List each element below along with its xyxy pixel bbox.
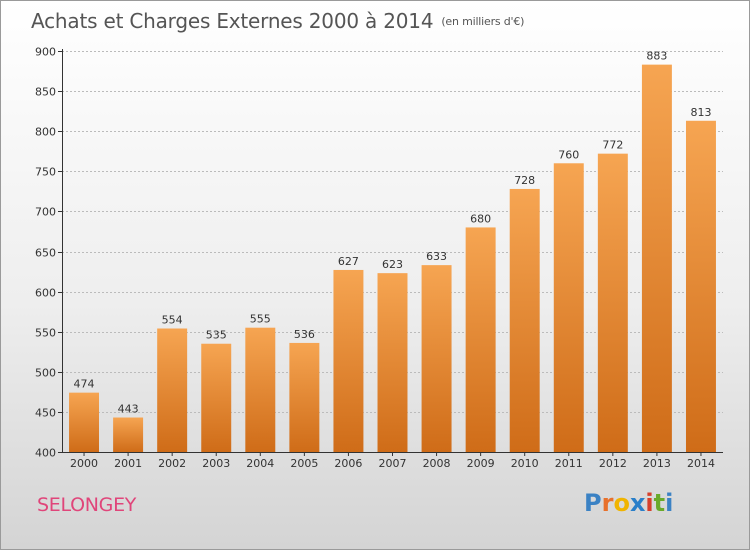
brand-letter: r bbox=[601, 489, 614, 517]
bars bbox=[69, 64, 716, 453]
bar bbox=[201, 343, 232, 452]
y-tick-label: 500 bbox=[35, 367, 56, 380]
chart-unit-label: (en milliers d'€) bbox=[441, 15, 525, 28]
x-tick-label: 2008 bbox=[423, 457, 451, 470]
commune-name: SELONGEY bbox=[37, 494, 137, 516]
y-tick-label: 850 bbox=[35, 86, 56, 99]
x-tick-label: 2005 bbox=[290, 457, 318, 470]
y-tick-label: 700 bbox=[35, 206, 56, 219]
x-tick-label: 2011 bbox=[555, 457, 583, 470]
bar-value-label: 627 bbox=[338, 255, 359, 268]
y-tick-label: 550 bbox=[35, 327, 56, 340]
bar-value-label: 633 bbox=[426, 250, 447, 263]
bar bbox=[509, 188, 540, 452]
bar bbox=[289, 342, 320, 452]
bar bbox=[69, 392, 100, 452]
bar-value-label: 555 bbox=[250, 313, 271, 326]
brand-logo: Proxiti bbox=[584, 489, 673, 517]
x-tick-label: 2010 bbox=[511, 457, 539, 470]
chart-title-text: Achats et Charges Externes 2000 à 2014 bbox=[31, 9, 434, 33]
bar bbox=[245, 327, 276, 452]
bar-value-label: 772 bbox=[602, 139, 623, 152]
brand-letter: x bbox=[629, 489, 646, 517]
x-tick-label: 2012 bbox=[599, 457, 627, 470]
bar bbox=[157, 328, 188, 452]
bar-value-label: 554 bbox=[162, 313, 183, 326]
y-tick-label: 750 bbox=[35, 166, 56, 179]
brand-letter: i bbox=[645, 489, 654, 517]
brand-letter: P bbox=[584, 489, 602, 517]
bar-value-label: 536 bbox=[294, 328, 315, 341]
bar-value-label: 760 bbox=[558, 148, 579, 161]
x-tick-label: 2007 bbox=[379, 457, 407, 470]
bar bbox=[333, 269, 364, 452]
bar-value-label: 680 bbox=[470, 212, 491, 225]
bar-value-label: 623 bbox=[382, 258, 403, 271]
y-tick-label: 450 bbox=[35, 407, 56, 420]
brand-letter: o bbox=[613, 489, 630, 517]
bar bbox=[421, 265, 452, 452]
x-tick-label: 2000 bbox=[70, 457, 98, 470]
bar-value-label: 535 bbox=[206, 329, 227, 342]
chart-title: Achats et Charges Externes 2000 à 2014 (e… bbox=[31, 9, 524, 33]
bar bbox=[113, 417, 144, 452]
bar bbox=[685, 120, 716, 453]
bar-value-label: 443 bbox=[118, 403, 139, 416]
data-labels: 474 443 554 535 555 536 627 623 633 680 728 760 772 8… bbox=[74, 50, 712, 416]
brand-letter: t bbox=[653, 489, 666, 517]
x-tick-label: 2009 bbox=[467, 457, 495, 470]
x-tick-label: 2001 bbox=[114, 457, 142, 470]
bar bbox=[465, 227, 496, 452]
x-tick-label: 2014 bbox=[687, 457, 715, 470]
y-tick-label: 600 bbox=[35, 287, 56, 300]
y-tick-label: 400 bbox=[35, 447, 56, 460]
brand-letter: i bbox=[665, 489, 674, 517]
bar-value-label: 813 bbox=[690, 106, 711, 119]
bar bbox=[597, 153, 628, 452]
x-tick-label: 2002 bbox=[158, 457, 186, 470]
y-tick-label: 800 bbox=[35, 126, 56, 139]
bar-value-label: 474 bbox=[74, 378, 95, 391]
x-tick-label: 2003 bbox=[202, 457, 230, 470]
bar bbox=[553, 163, 584, 452]
y-tick-label: 650 bbox=[35, 247, 56, 260]
bar bbox=[641, 64, 672, 452]
y-tick-label: 900 bbox=[35, 46, 56, 59]
bar bbox=[377, 273, 408, 452]
x-tick-label: 2006 bbox=[334, 457, 362, 470]
x-tick-label: 2004 bbox=[246, 457, 274, 470]
bar-value-label: 883 bbox=[646, 50, 667, 63]
x-tick-label: 2013 bbox=[643, 457, 671, 470]
axes: 400 450 500 550 600 650 700 750 800 850 900 2000 200… bbox=[35, 46, 723, 470]
bar-value-label: 728 bbox=[514, 174, 535, 187]
